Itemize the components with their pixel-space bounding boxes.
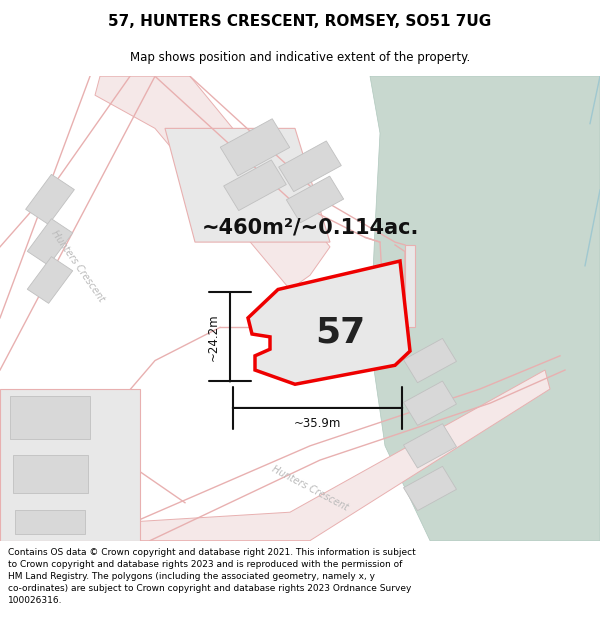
Polygon shape [248, 261, 410, 384]
Polygon shape [28, 257, 73, 303]
Polygon shape [404, 466, 457, 511]
Polygon shape [15, 510, 85, 534]
Text: Hunters Crescent: Hunters Crescent [50, 228, 106, 304]
Text: Hunters Crescent: Hunters Crescent [270, 464, 350, 513]
Polygon shape [404, 381, 457, 426]
Polygon shape [405, 245, 415, 328]
Text: Map shows position and indicative extent of the property.: Map shows position and indicative extent… [130, 51, 470, 64]
Text: ~460m²/~0.114ac.: ~460m²/~0.114ac. [202, 218, 419, 238]
Polygon shape [370, 76, 600, 541]
Polygon shape [13, 456, 88, 493]
Polygon shape [26, 174, 74, 224]
Text: 57, HUNTERS CRESCENT, ROMSEY, SO51 7UG: 57, HUNTERS CRESCENT, ROMSEY, SO51 7UG [109, 14, 491, 29]
Polygon shape [135, 370, 550, 541]
Text: 57: 57 [315, 315, 365, 349]
Text: Contains OS data © Crown copyright and database right 2021. This information is : Contains OS data © Crown copyright and d… [8, 548, 416, 605]
Polygon shape [28, 219, 73, 266]
Polygon shape [220, 119, 290, 176]
Polygon shape [404, 338, 457, 382]
Polygon shape [0, 389, 140, 541]
Polygon shape [95, 76, 330, 289]
Polygon shape [165, 128, 330, 242]
Text: ~35.9m: ~35.9m [294, 418, 341, 431]
Polygon shape [278, 141, 341, 192]
Polygon shape [286, 176, 344, 222]
Polygon shape [10, 396, 90, 439]
Polygon shape [404, 424, 457, 468]
Polygon shape [224, 160, 286, 211]
Text: ~24.2m: ~24.2m [207, 313, 220, 361]
